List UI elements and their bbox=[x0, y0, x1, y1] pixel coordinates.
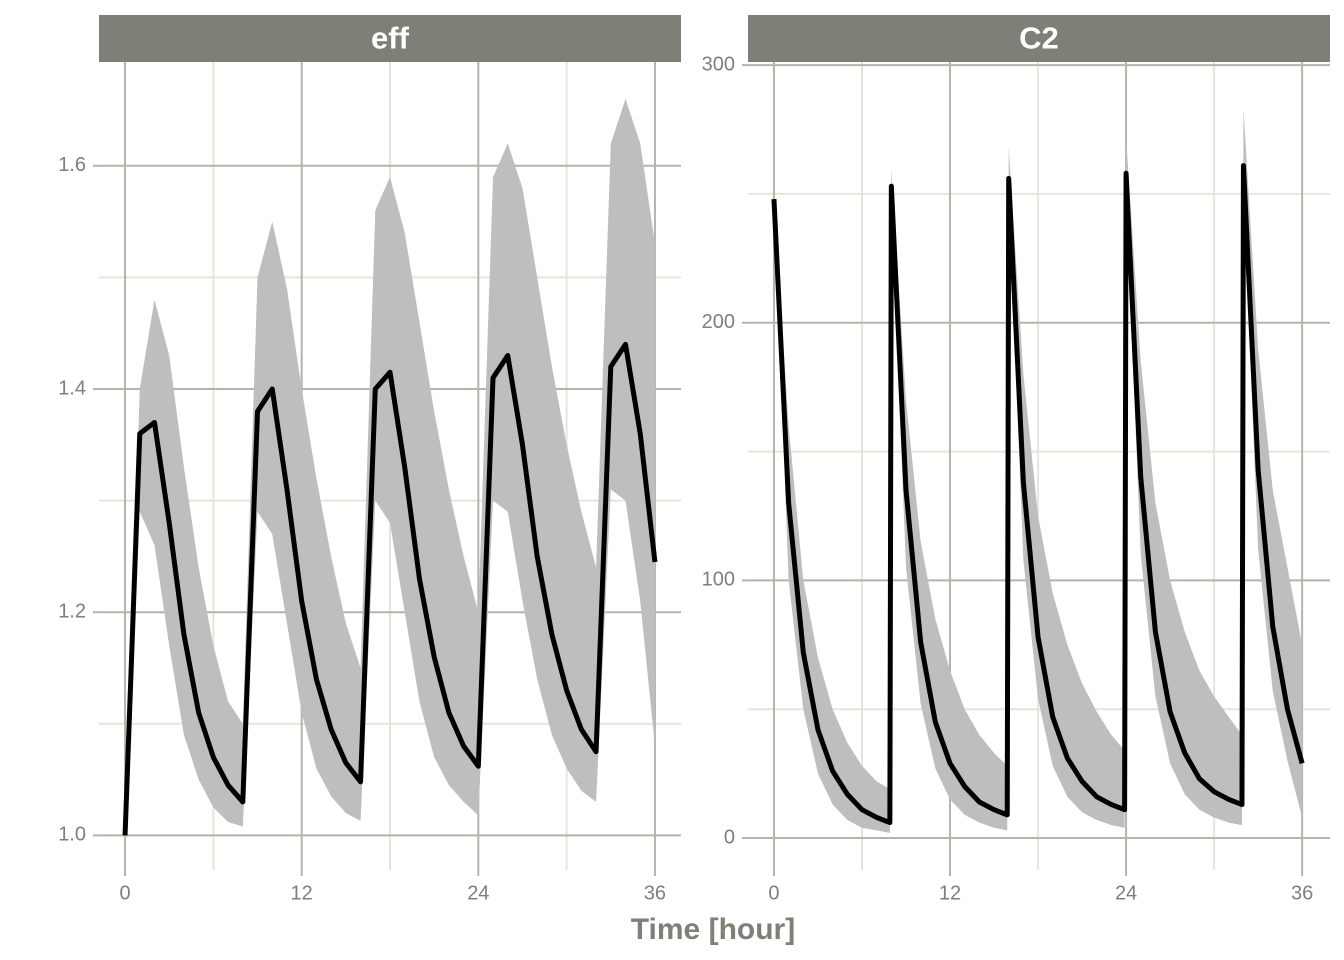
x-tick-label: 36 bbox=[644, 882, 666, 904]
y-tick-label: 1.4 bbox=[58, 377, 86, 399]
x-tick-label: 12 bbox=[291, 882, 313, 904]
y-tick-label: 0 bbox=[724, 826, 735, 848]
median-line bbox=[122, 341, 658, 836]
x-tick-label: 36 bbox=[1291, 882, 1313, 904]
ribbon bbox=[773, 108, 1303, 833]
strip bbox=[748, 15, 1330, 62]
ribbon bbox=[125, 98, 655, 836]
median-line bbox=[771, 163, 1305, 826]
x-tick-label: 0 bbox=[119, 882, 130, 904]
y-tick-label: 1.6 bbox=[58, 154, 86, 176]
panel-title: C2 bbox=[1019, 21, 1059, 56]
y-tick-label: 300 bbox=[702, 53, 735, 75]
x-tick-label: 0 bbox=[768, 882, 779, 904]
strip bbox=[99, 15, 681, 62]
x-tick-label: 24 bbox=[1115, 882, 1137, 904]
panel-title: eff bbox=[371, 21, 410, 56]
x-axis-title: Time [hour] bbox=[631, 913, 795, 946]
y-tick-label: 1.2 bbox=[58, 600, 86, 622]
x-tick-label: 24 bbox=[467, 882, 489, 904]
y-tick-label: 200 bbox=[702, 311, 735, 333]
x-tick-label: 12 bbox=[939, 882, 961, 904]
y-tick-label: 1.0 bbox=[58, 824, 86, 846]
y-tick-label: 100 bbox=[702, 569, 735, 591]
